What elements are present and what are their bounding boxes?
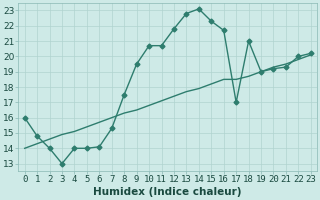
X-axis label: Humidex (Indice chaleur): Humidex (Indice chaleur): [93, 187, 242, 197]
